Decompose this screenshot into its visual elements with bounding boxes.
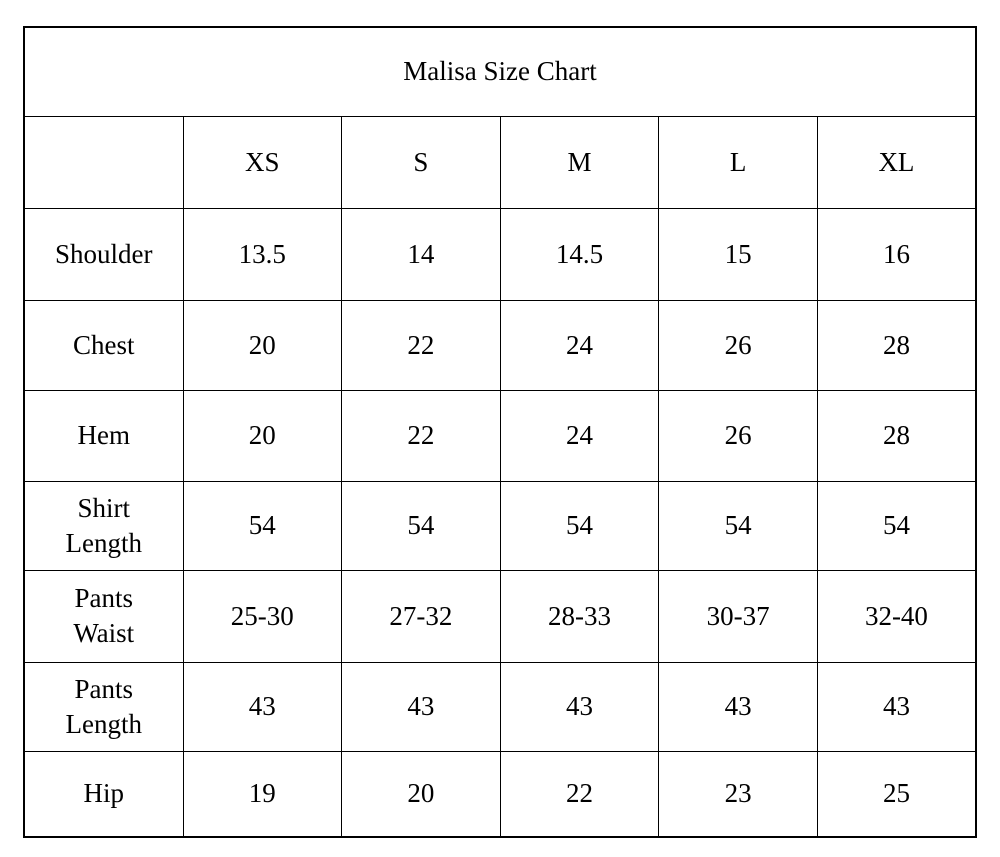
table-row: Chest 20 22 24 26 28 bbox=[23, 299, 977, 391]
measurement-cell: 19 bbox=[182, 750, 343, 838]
measurement-cell: 15 bbox=[658, 207, 818, 301]
size-header: XS bbox=[182, 115, 343, 209]
table-row: Pants Length 43 43 43 43 43 bbox=[23, 661, 977, 752]
measurement-cell: 20 bbox=[182, 299, 343, 391]
measurement-cell: 14 bbox=[341, 207, 501, 301]
size-header: XL bbox=[816, 115, 977, 209]
measurement-cell: 24 bbox=[499, 299, 660, 391]
table-row: Pants Waist 25-30 27-32 28-33 30-37 32-40 bbox=[23, 569, 977, 663]
measurement-cell: 28 bbox=[816, 389, 977, 482]
row-label: Hip bbox=[23, 750, 184, 838]
measurement-cell: 54 bbox=[816, 480, 977, 571]
size-header: L bbox=[658, 115, 818, 209]
measurement-cell: 28-33 bbox=[499, 569, 660, 663]
size-header: M bbox=[499, 115, 660, 209]
measurement-cell: 26 bbox=[658, 389, 818, 482]
measurement-cell: 54 bbox=[341, 480, 501, 571]
table-row: Shirt Length 54 54 54 54 54 bbox=[23, 480, 977, 571]
row-label: Hem bbox=[23, 389, 184, 482]
measurement-cell: 13.5 bbox=[182, 207, 343, 301]
measurement-cell: 43 bbox=[499, 661, 660, 752]
measurement-cell: 32-40 bbox=[816, 569, 977, 663]
size-header: S bbox=[341, 115, 501, 209]
measurement-cell: 25 bbox=[816, 750, 977, 838]
header-row: XS S M L XL bbox=[23, 115, 977, 209]
measurement-cell: 22 bbox=[341, 389, 501, 482]
row-label: Shoulder bbox=[23, 207, 184, 301]
measurement-cell: 16 bbox=[816, 207, 977, 301]
row-label: Chest bbox=[23, 299, 184, 391]
table-title: Malisa Size Chart bbox=[23, 26, 977, 117]
table-row: Shoulder 13.5 14 14.5 15 16 bbox=[23, 207, 977, 301]
title-row: Malisa Size Chart bbox=[23, 26, 977, 117]
row-label: Pants Length bbox=[23, 661, 184, 752]
measurement-cell: 27-32 bbox=[341, 569, 501, 663]
measurement-cell: 54 bbox=[499, 480, 660, 571]
measurement-cell: 43 bbox=[816, 661, 977, 752]
size-chart-table: Malisa Size Chart XS S M L XL Shoulder 13… bbox=[23, 26, 977, 838]
measurement-cell: 24 bbox=[499, 389, 660, 482]
measurement-cell: 20 bbox=[341, 750, 501, 838]
measurement-cell: 43 bbox=[182, 661, 343, 752]
measurement-cell: 22 bbox=[499, 750, 660, 838]
measurement-cell: 43 bbox=[341, 661, 501, 752]
measurement-cell: 25-30 bbox=[182, 569, 343, 663]
table-row: Hip 19 20 22 23 25 bbox=[23, 750, 977, 838]
measurement-cell: 54 bbox=[182, 480, 343, 571]
measurement-cell: 22 bbox=[341, 299, 501, 391]
measurement-cell: 20 bbox=[182, 389, 343, 482]
row-label: Shirt Length bbox=[23, 480, 184, 571]
measurement-cell: 14.5 bbox=[499, 207, 660, 301]
measurement-cell: 43 bbox=[658, 661, 818, 752]
corner-cell bbox=[23, 115, 184, 209]
measurement-cell: 23 bbox=[658, 750, 818, 838]
measurement-cell: 54 bbox=[658, 480, 818, 571]
table-row: Hem 20 22 24 26 28 bbox=[23, 389, 977, 482]
measurement-cell: 28 bbox=[816, 299, 977, 391]
row-label: Pants Waist bbox=[23, 569, 184, 663]
measurement-cell: 26 bbox=[658, 299, 818, 391]
measurement-cell: 30-37 bbox=[658, 569, 818, 663]
